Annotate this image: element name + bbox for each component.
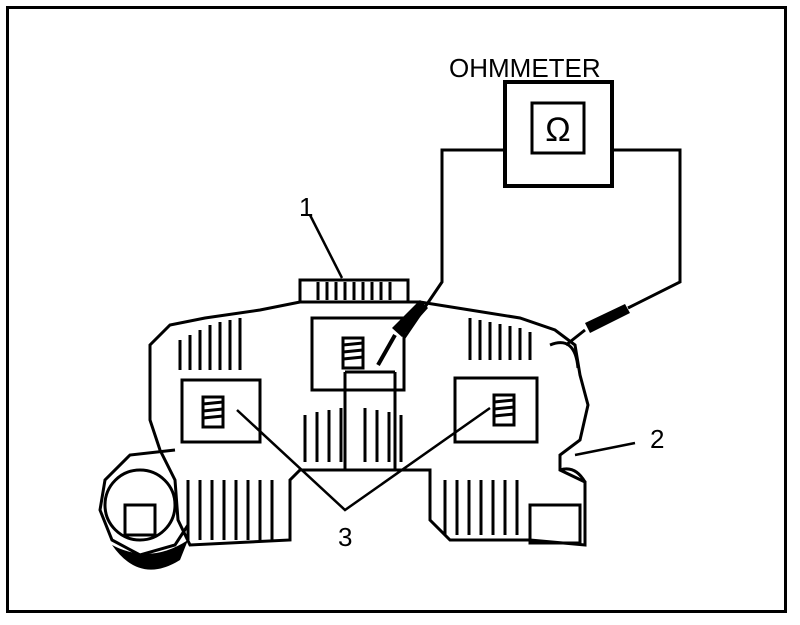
ohm-symbol-icon: Ω: [545, 111, 570, 149]
callout-3: 3: [338, 522, 352, 552]
terminal-studs: [201, 336, 516, 429]
callout-1: 1: [299, 192, 313, 222]
ear-shadow: [112, 540, 188, 570]
terminal-pockets: [180, 316, 587, 545]
probe-left: [376, 300, 428, 366]
cooling-fins: [178, 282, 532, 540]
callout-2: 2: [650, 424, 664, 454]
callout-leaders: [236, 214, 636, 512]
probe-right: [565, 304, 630, 347]
ohmmeter-label: OHMMETER: [449, 53, 601, 83]
diagram-frame: [6, 6, 787, 613]
rectifier-housing: [98, 278, 590, 557]
ohmmeter: OHMMETER Ω: [449, 53, 614, 188]
